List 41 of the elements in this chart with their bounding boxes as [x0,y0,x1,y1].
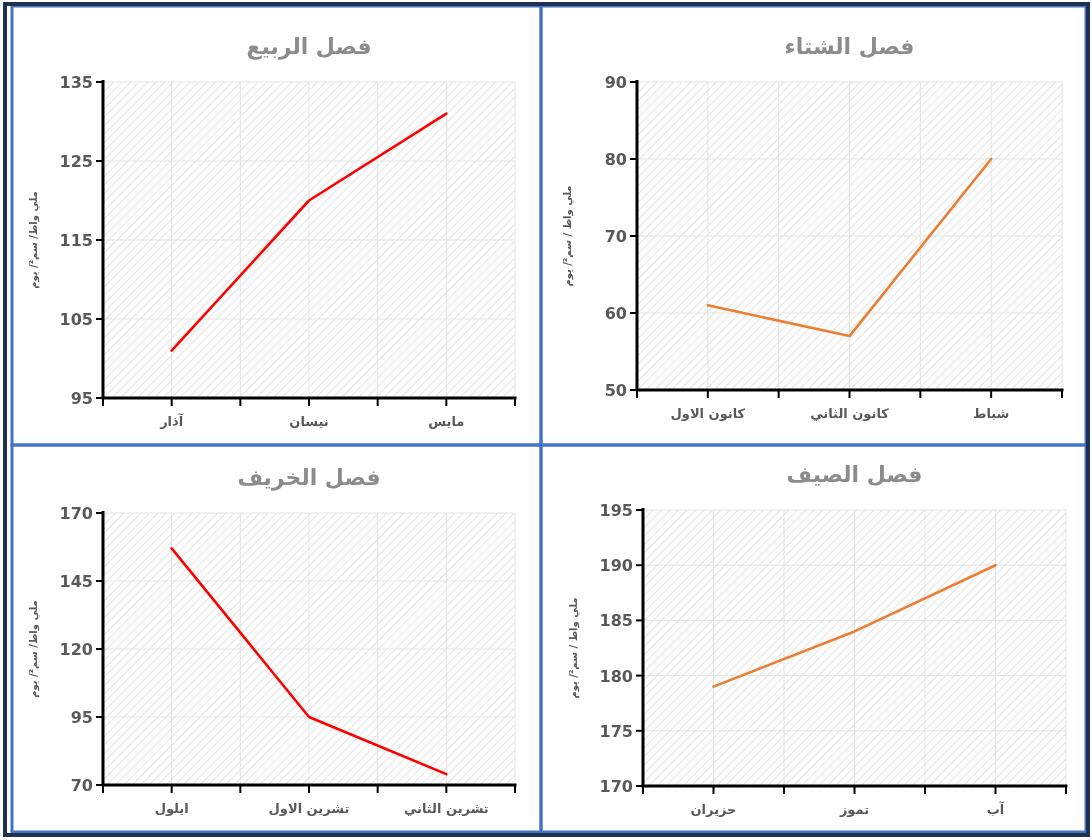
y-tick-label: 50 [604,381,627,400]
x-tick-label: تشرين الثاني [403,801,489,816]
y-tick-label: 70 [70,776,93,795]
y-axis-title: ملي واط / سم²/ يوم [568,597,580,699]
x-tick-label: شباط [972,406,1010,421]
y-tick-label: 95 [70,708,93,727]
y-tick-label: 180 [599,666,633,686]
x-tick-label: مايس [428,414,465,429]
y-tick-label: 145 [59,572,93,591]
y-tick-label: 175 [599,721,633,741]
y-tick-label: 170 [599,777,633,796]
x-tick-label: كانون الاول [670,406,746,421]
y-tick-label: 195 [599,501,633,520]
y-tick-label: 120 [59,640,93,659]
y-tick-label: 125 [59,152,93,171]
y-tick-label: 70 [604,227,627,246]
y-tick-label: 190 [599,556,633,576]
x-tick-label: كانون الثاني [810,406,890,421]
chart-title: فصل الربيع [246,34,372,60]
y-tick-label: 80 [604,150,627,169]
x-tick-label: حزيران [690,802,737,817]
y-axis-title: ملي واط/ سم²/ يوم [28,600,40,698]
y-tick-label: 170 [59,504,93,523]
y-tick-label: 105 [59,310,93,329]
x-tick-label: تشرين الاول [268,801,350,816]
y-tick-label: 90 [604,73,627,92]
chart-title: فصل الشتاء [784,34,915,59]
y-axis-title: ملي واط / سم²/ يوم [562,185,574,287]
x-tick-label: آب [986,801,1005,817]
x-tick-label: آذار [159,413,184,429]
x-tick-label: تموز [838,802,870,817]
y-tick-label: 60 [604,304,627,323]
chart-title: فصل الصيف [786,462,923,487]
y-tick-label: 185 [599,611,633,631]
chart-title: فصل الخريف [237,465,381,491]
x-tick-label: ايلول [154,801,189,816]
y-axis-title: ملي واط/ سم²/ يوم [28,191,40,289]
y-tick-label: 115 [59,231,93,250]
x-tick-label: نيسان [289,414,329,429]
y-tick-label: 135 [59,73,93,92]
y-tick-label: 95 [70,389,93,408]
